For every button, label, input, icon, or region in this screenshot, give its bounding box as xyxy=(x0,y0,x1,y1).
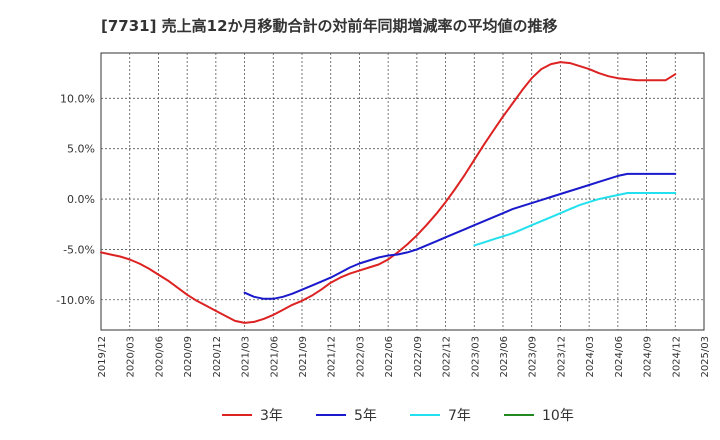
x-axis-ticks: 2019/12 2020/03 2020/06 2020/09 2020/12 2021/… xyxy=(97,336,711,378)
x-tick-label: 2024/12 xyxy=(671,336,682,378)
x-tick-label: 2023/06 xyxy=(499,336,510,378)
series-line-0 xyxy=(100,61,677,324)
grid xyxy=(101,53,704,330)
x-tick-label: 2022/03 xyxy=(355,336,366,378)
x-tick-label: 2020/09 xyxy=(183,336,194,378)
x-tick-label: 2023/12 xyxy=(556,336,567,378)
y-tick-label: 0.0% xyxy=(67,193,95,206)
legend-label-1: 5年 xyxy=(354,408,377,424)
x-tick-label: 2019/12 xyxy=(97,336,108,378)
x-tick-label: 2021/06 xyxy=(269,336,280,378)
x-tick-label: 2020/06 xyxy=(154,336,165,378)
y-tick-label: 10.0% xyxy=(60,92,95,105)
legend-label-3: 10年 xyxy=(542,408,574,424)
x-tick-label: 2021/12 xyxy=(327,336,338,378)
series-line-1 xyxy=(243,172,677,300)
x-tick-label: 2020/12 xyxy=(212,336,223,378)
x-tick-label: 2023/09 xyxy=(528,336,539,378)
y-axis-ticks: -10.0% -5.0% 0.0% 5.0% 10.0% xyxy=(56,92,95,306)
plot-area xyxy=(100,52,705,331)
x-tick-label: 2022/06 xyxy=(384,336,395,378)
series-line-2 xyxy=(473,192,677,247)
series-lines xyxy=(100,61,677,324)
x-tick-label: 2022/09 xyxy=(413,336,424,378)
legend-label-0: 3年 xyxy=(260,408,283,424)
x-tick-label: 2025/03 xyxy=(700,336,711,378)
chart-title: [7731] 売上高12か月移動合計の対前年同期増減率の平均値の推移 xyxy=(101,17,558,35)
y-tick-label: 5.0% xyxy=(67,143,95,156)
x-tick-label: 2024/06 xyxy=(614,336,625,378)
y-tick-label: -10.0% xyxy=(56,294,95,307)
x-tick-label: 2021/03 xyxy=(241,336,252,378)
x-tick-label: 2022/12 xyxy=(442,336,453,378)
x-tick-label: 2024/03 xyxy=(585,336,596,378)
y-tick-label: -5.0% xyxy=(63,243,95,256)
x-tick-label: 2021/09 xyxy=(298,336,309,378)
x-tick-label: 2020/03 xyxy=(126,336,137,378)
legend-label-2: 7年 xyxy=(448,408,471,424)
legend: 3年 5年 7年 10年 xyxy=(222,408,574,424)
x-tick-label: 2024/09 xyxy=(643,336,654,378)
x-tick-label: 2023/03 xyxy=(470,336,481,378)
